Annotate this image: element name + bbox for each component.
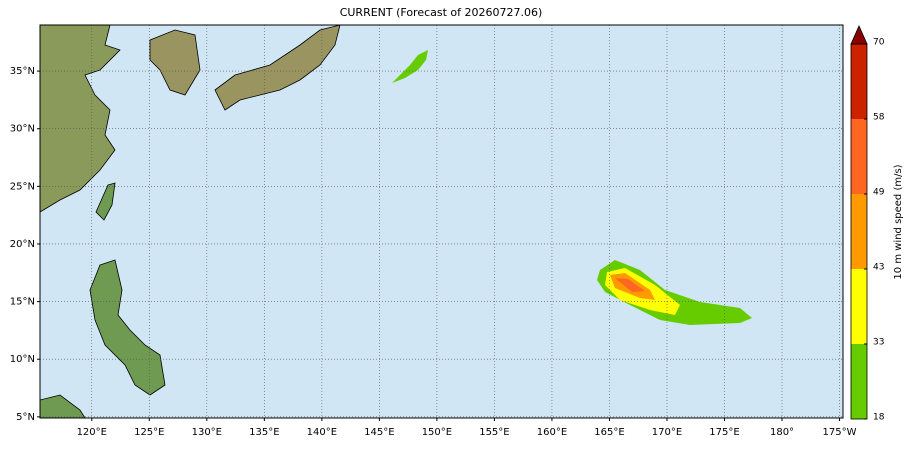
lon-tick-label: 150°E [422, 427, 452, 438]
lon-tick-label: 135°E [249, 427, 279, 438]
colorbar-band [851, 344, 867, 419]
lat-tick-label: 25°N [10, 181, 35, 192]
wind-swath [392, 50, 752, 325]
lon-tick-label: 165°E [594, 427, 624, 438]
lat-tick-label: 30°N [10, 124, 35, 135]
lat-tick-label: 20°N [10, 239, 35, 250]
map-title: CURRENT (Forecast of 20260727.06) [340, 6, 543, 19]
lon-tick-label: 120°E [77, 427, 107, 438]
lon-tick-label: 175°E [709, 427, 739, 438]
colorbar-tick-label: 18 [873, 413, 885, 423]
colorbar-frame [850, 43, 868, 420]
colorbar-tick-label: 70 [873, 38, 885, 48]
land [39, 24, 341, 419]
lon-tick-label: 170°E [652, 427, 682, 438]
colorbar-tick-label: 49 [873, 188, 885, 198]
lon-tick-label: 130°E [192, 427, 222, 438]
colorbar-tick-label: 33 [873, 338, 884, 348]
lon-tick-label: 125°E [134, 427, 164, 438]
colorbar-tick-label: 58 [873, 113, 885, 123]
colorbar-band [851, 194, 867, 269]
colorbar-band [851, 44, 867, 119]
lon-tick-label: 180° [770, 427, 794, 438]
colorbar-band [851, 269, 867, 344]
lat-tick-label: 35°N [10, 66, 35, 77]
lat-tick-label: 10°N [10, 354, 35, 365]
colorbar-tick-label: 43 [873, 263, 884, 273]
lon-tick-label: 155°E [479, 427, 509, 438]
colorbar-label: 10 m wind speed (m/s) [893, 164, 904, 279]
map-frame [39, 24, 844, 419]
lon-tick-label: 140°E [307, 427, 337, 438]
colorbar-extend [850, 25, 868, 45]
lat-tick-label: 5°N [16, 412, 35, 423]
lon-tick-label: 145°E [364, 427, 394, 438]
lat-tick-label: 15°N [10, 297, 35, 308]
lon-tick-label: 160°E [537, 427, 567, 438]
colorbar-band [851, 119, 867, 194]
lon-tick-label: 175°W [823, 427, 857, 438]
